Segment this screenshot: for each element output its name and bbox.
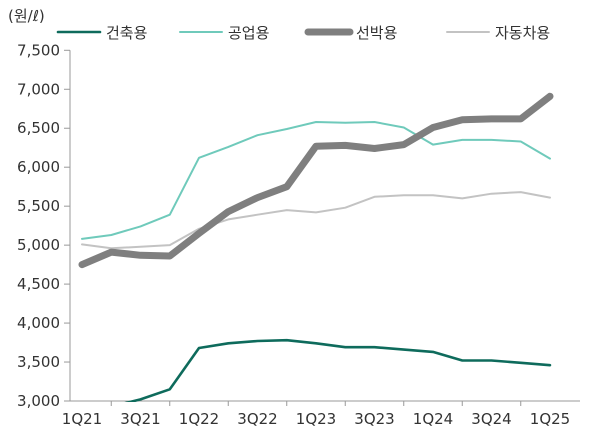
series-line-2	[81, 121, 551, 240]
legend-item: 자동차용	[446, 24, 550, 42]
series-lines	[78, 92, 554, 402]
y-tick-label: 6,500	[17, 119, 60, 137]
x-tick-label: 1Q25	[530, 410, 570, 428]
x-tick-label: 3Q24	[471, 410, 511, 428]
series-line-3	[78, 92, 554, 269]
x-tick-label: 1Q22	[179, 410, 219, 428]
legend-item: 건축용	[56, 24, 147, 42]
y-tick-label: 5,500	[17, 197, 60, 215]
x-tick-label: 3Q21	[120, 410, 160, 428]
legend-item: 공업용	[179, 24, 269, 42]
x-tick-label: 3Q23	[354, 410, 394, 428]
y-tick-label: 6,000	[17, 158, 60, 176]
y-tick-label: 5,000	[17, 236, 60, 254]
legend-label: 선박용	[356, 24, 397, 42]
y-tick-label: 3,500	[17, 353, 60, 371]
x-tick-label: 3Q22	[237, 410, 277, 428]
y-tick-label: 4,000	[17, 314, 60, 332]
series-line-1	[124, 338, 552, 402]
series-line-4	[81, 191, 551, 250]
y-tick-label: 4,500	[17, 275, 60, 293]
legend-item: 선박용	[304, 24, 397, 42]
x-tick-label: 1Q21	[62, 410, 102, 428]
x-axis: 1Q21 3Q21 1Q22 3Q22 1Q23 3Q23 1Q24 3Q24 1Q25	[62, 401, 570, 428]
y-tick-label: 7,000	[17, 80, 60, 98]
legend-label: 자동차용	[495, 24, 550, 42]
y-tick-label: 3,000	[17, 392, 60, 410]
y-axis: 3,000 3,500 4,000 4,500 5,000 5,500 6,000 6,500…	[17, 41, 70, 410]
y-tick-label: 7,500	[17, 41, 60, 59]
legend: 건축용 공업용 선박용 자동차용	[56, 24, 550, 42]
x-tick-label: 1Q24	[413, 410, 453, 428]
y-unit-label: (원/ℓ)	[8, 7, 45, 25]
legend-label: 공업용	[228, 24, 269, 42]
x-tick-label: 1Q23	[296, 410, 336, 428]
legend-label: 건축용	[106, 24, 147, 42]
